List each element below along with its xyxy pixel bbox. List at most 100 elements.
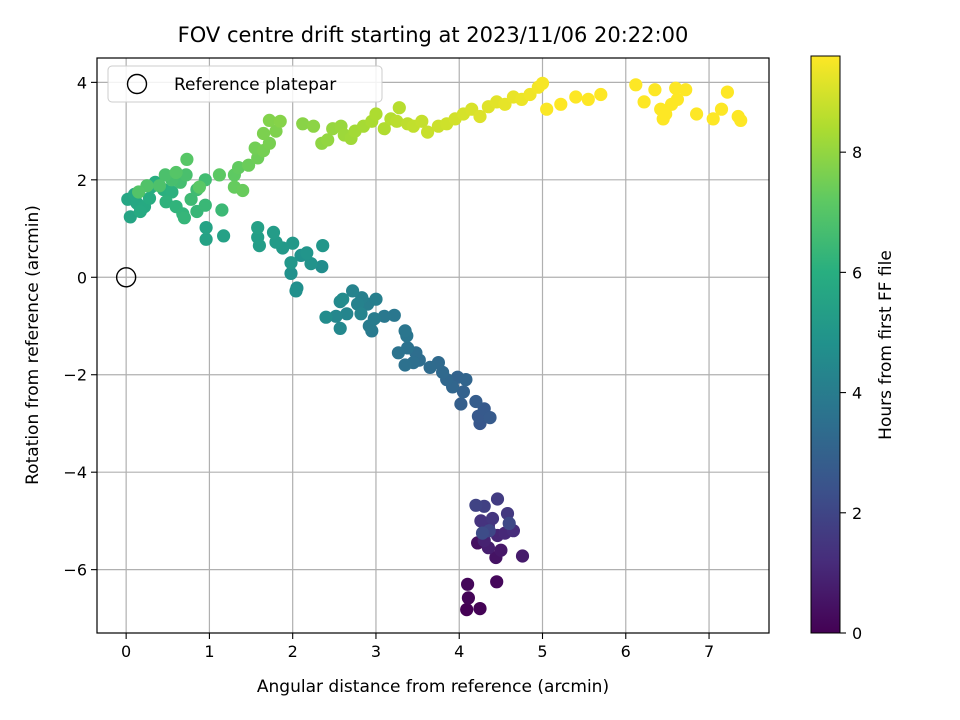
data-point — [415, 114, 429, 128]
data-point — [669, 81, 683, 95]
data-point — [456, 385, 470, 399]
data-point — [461, 577, 475, 591]
data-point — [461, 591, 475, 605]
data-point — [296, 117, 310, 131]
reference-point — [115, 267, 137, 288]
chart-title: FOV centre drift starting at 2023/11/06 … — [178, 23, 689, 47]
data-point — [333, 321, 347, 335]
data-point — [177, 211, 191, 225]
plot-frame — [96, 57, 770, 634]
data-point — [473, 602, 487, 616]
data-point — [184, 192, 198, 206]
data-point — [454, 397, 468, 411]
legend-label: Reference platepar — [174, 75, 336, 95]
legend: Reference platepar — [107, 65, 383, 103]
data-point — [398, 324, 412, 338]
data-point — [629, 78, 643, 92]
data-point — [321, 133, 335, 147]
data-point — [594, 87, 608, 102]
data-point — [377, 122, 391, 136]
data-point — [483, 411, 497, 425]
colorbar-tick-label: 6 — [852, 263, 862, 282]
data-point — [706, 112, 720, 126]
data-point — [648, 83, 662, 97]
data-point — [535, 76, 550, 90]
x-tick-label: 0 — [121, 642, 131, 661]
data-point — [469, 498, 483, 512]
x-tick-label: 4 — [454, 642, 464, 661]
legend-box — [107, 65, 383, 103]
y-tick-label: −4 — [63, 463, 87, 482]
y-axis-label: Rotation from reference (arcmin) — [23, 205, 43, 485]
data-point — [474, 514, 488, 528]
data-point — [387, 308, 401, 322]
data-point — [304, 257, 318, 271]
data-point — [494, 543, 508, 557]
data-point — [289, 284, 303, 298]
data-point — [217, 229, 231, 243]
colorbar-label: Hours from first FF file — [876, 250, 896, 440]
data-point — [490, 575, 504, 589]
data-point — [377, 309, 391, 323]
y-tick-label: 0 — [77, 268, 87, 287]
data-point — [459, 373, 473, 387]
data-point — [179, 168, 193, 182]
y-tick-label: −2 — [63, 366, 87, 385]
x-axis-label: Angular distance from reference (arcmin) — [257, 677, 609, 697]
data-point — [398, 358, 412, 372]
data-point — [165, 185, 179, 199]
data-point — [198, 198, 212, 212]
legend-marker — [126, 73, 148, 95]
data-point — [262, 113, 276, 127]
data-point — [340, 307, 354, 321]
data-point — [581, 92, 595, 106]
x-tick-label: 3 — [371, 642, 381, 661]
data-point — [192, 180, 206, 194]
data-point — [515, 549, 530, 563]
data-point — [123, 210, 137, 224]
data-point — [369, 292, 383, 306]
data-point — [490, 492, 505, 506]
colorbar-ticks: 0 2 4 6 8 — [840, 143, 862, 643]
data-point — [554, 97, 568, 111]
data-point — [485, 511, 500, 526]
x-tick-label: 5 — [537, 642, 547, 661]
data-point — [158, 168, 172, 182]
data-point — [659, 107, 673, 121]
data-point — [232, 161, 246, 175]
scatter-points — [121, 76, 748, 617]
data-point — [319, 310, 333, 324]
x-tick-label: 6 — [621, 642, 631, 661]
data-point — [475, 526, 490, 540]
data-point — [236, 183, 250, 198]
data-point — [152, 179, 167, 193]
data-point — [346, 284, 360, 298]
data-point — [273, 114, 287, 128]
data-point — [500, 506, 515, 521]
data-point — [390, 114, 404, 128]
data-point — [132, 185, 146, 199]
data-point — [286, 236, 300, 250]
data-point — [569, 90, 583, 104]
data-point — [679, 83, 693, 97]
data-point — [336, 292, 350, 306]
data-point — [212, 168, 226, 182]
y-tick-label: 4 — [77, 73, 87, 92]
data-point — [159, 195, 173, 209]
data-point — [421, 125, 435, 139]
data-point — [251, 230, 265, 244]
colorbar: 0 2 4 6 8 Hours from first FF file — [810, 55, 896, 643]
data-point — [284, 256, 298, 270]
data-point — [469, 394, 483, 409]
colorbar-tick-label: 0 — [852, 624, 862, 643]
data-point — [391, 346, 405, 360]
data-point — [266, 225, 281, 239]
data-point — [367, 312, 381, 326]
colorbar-tick-label: 4 — [852, 384, 862, 403]
data-point — [215, 203, 229, 217]
data-point — [720, 85, 735, 99]
data-point — [300, 246, 314, 260]
x-axis-ticks: 0 1 2 3 4 5 6 7 — [121, 633, 714, 661]
data-point — [329, 309, 343, 323]
data-point — [199, 232, 213, 246]
